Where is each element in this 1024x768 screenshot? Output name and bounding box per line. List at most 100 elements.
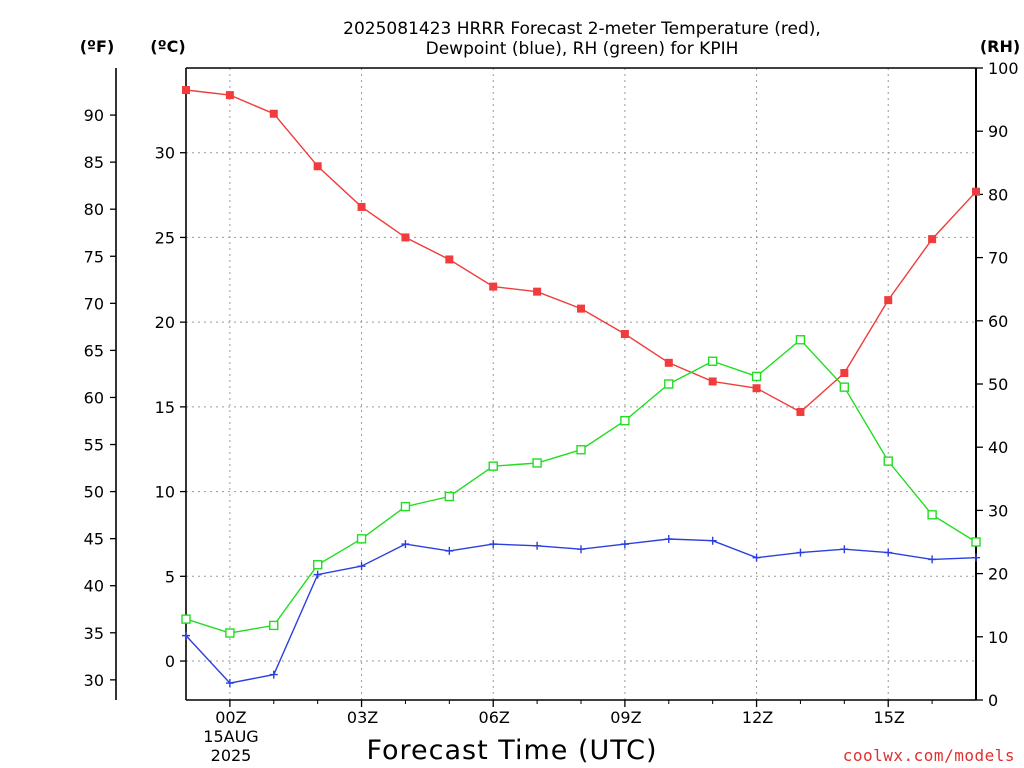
temperature-series bbox=[182, 86, 980, 416]
x-tick-label: 09Z bbox=[610, 708, 641, 727]
temperature-point bbox=[182, 86, 190, 95]
dewpoint-point bbox=[489, 540, 498, 549]
f-tick-label: 75 bbox=[84, 247, 104, 266]
dewpoint-point bbox=[313, 570, 322, 579]
dewpoint-point bbox=[445, 546, 454, 555]
temperature-point bbox=[225, 91, 234, 100]
dewpoint-point bbox=[620, 540, 629, 549]
celsius-axis-label: (ºC) bbox=[150, 37, 185, 56]
f-tick-label: 35 bbox=[84, 624, 104, 643]
rh-tick-label: 80 bbox=[988, 185, 1008, 204]
f-tick-label: 80 bbox=[84, 200, 104, 219]
dewpoint-point bbox=[401, 540, 410, 549]
dewpoint-point bbox=[752, 553, 761, 562]
x-tick-label: 00Z bbox=[215, 708, 246, 727]
f-tick-label: 30 bbox=[84, 671, 104, 690]
f-tick-label: 90 bbox=[84, 106, 104, 125]
rh-tick-label: 30 bbox=[988, 501, 1008, 520]
dewpoint-point bbox=[225, 679, 234, 688]
c-tick-label: 20 bbox=[155, 313, 175, 332]
temperature-point bbox=[972, 187, 980, 196]
rh-point bbox=[751, 371, 762, 382]
rh-point bbox=[971, 537, 981, 547]
f-tick-label: 40 bbox=[84, 577, 104, 596]
temperature-point bbox=[357, 202, 366, 211]
rh-tick-label: 50 bbox=[988, 375, 1008, 394]
rh-point bbox=[400, 501, 411, 512]
temperature-point bbox=[884, 296, 893, 305]
x-axis-date-day: 15AUG bbox=[203, 727, 258, 746]
x-tick-label: 03Z bbox=[347, 708, 378, 727]
rh-point bbox=[576, 445, 586, 455]
dewpoint-series bbox=[182, 535, 980, 688]
dewpoint-point bbox=[269, 670, 278, 679]
rh-point bbox=[883, 456, 893, 466]
x-axis-date-year: 2025 bbox=[211, 746, 252, 765]
dewpoint-point bbox=[972, 553, 980, 562]
temperature-point bbox=[445, 255, 454, 264]
rh-point bbox=[488, 461, 498, 471]
f-tick-label: 45 bbox=[84, 530, 104, 549]
chart-title-line2: Dewpoint (blue), RH (green) for KPIH bbox=[426, 39, 739, 59]
f-tick-label: 85 bbox=[84, 153, 104, 172]
dewpoint-point bbox=[533, 541, 542, 550]
x-axis-ticks: 00Z 03Z 06Z 09Z 12Z 15Z bbox=[215, 700, 933, 727]
dewpoint-point bbox=[840, 545, 849, 554]
dewpoint-point bbox=[884, 548, 893, 557]
temperature-point bbox=[664, 358, 673, 367]
rh-tick-label: 10 bbox=[988, 628, 1008, 647]
temperature-point bbox=[489, 282, 498, 291]
rh-point bbox=[444, 491, 455, 502]
rh-tick-label: 70 bbox=[988, 249, 1008, 268]
rh-tick-label: 90 bbox=[988, 122, 1008, 141]
c-tick-label: 5 bbox=[165, 567, 175, 586]
data-series bbox=[181, 86, 981, 688]
temperature-point bbox=[269, 109, 278, 118]
rh-point bbox=[225, 628, 235, 638]
dewpoint-point bbox=[182, 631, 190, 640]
x-tick-label: 15Z bbox=[874, 708, 905, 727]
dewpoint-line bbox=[185, 538, 977, 684]
rh-point bbox=[269, 620, 279, 631]
temperature-point bbox=[928, 235, 937, 244]
temperature-point bbox=[533, 287, 542, 296]
celsius-axis-ticks: 0 5 10 15 20 25 30 bbox=[155, 144, 186, 671]
c-tick-label: 15 bbox=[155, 398, 175, 417]
rh-series bbox=[181, 335, 981, 638]
fahrenheit-axis-label: (ºF) bbox=[80, 37, 115, 56]
f-tick-label: 50 bbox=[84, 483, 104, 502]
f-tick-label: 65 bbox=[84, 341, 104, 360]
rh-axis-label: (RH) bbox=[980, 37, 1020, 56]
f-tick-label: 60 bbox=[84, 388, 104, 407]
temperature-point bbox=[620, 330, 629, 339]
rh-point bbox=[620, 415, 630, 426]
rh-tick-label: 60 bbox=[988, 312, 1008, 331]
dewpoint-point bbox=[664, 535, 673, 544]
c-tick-label: 25 bbox=[155, 228, 175, 247]
dewpoint-point bbox=[796, 548, 805, 557]
f-tick-label: 70 bbox=[84, 294, 104, 313]
dewpoint-point bbox=[357, 562, 366, 571]
rh-point bbox=[532, 458, 542, 468]
temperature-point bbox=[840, 368, 849, 377]
c-tick-label: 30 bbox=[155, 144, 175, 163]
temperature-point bbox=[313, 162, 322, 171]
x-tick-label: 12Z bbox=[742, 708, 773, 727]
temperature-line bbox=[185, 89, 977, 413]
rh-point bbox=[795, 335, 806, 345]
watermark: coolwx.com/models bbox=[843, 746, 1015, 765]
rh-tick-label: 20 bbox=[988, 565, 1008, 584]
rh-point bbox=[839, 382, 850, 392]
rh-tick-label: 100 bbox=[988, 59, 1019, 78]
x-axis-label: Forecast Time (UTC) bbox=[366, 735, 657, 766]
rh-point bbox=[356, 534, 367, 544]
rh-point bbox=[707, 356, 718, 366]
dewpoint-point bbox=[928, 555, 937, 564]
temperature-point bbox=[752, 384, 761, 393]
dewpoint-point bbox=[708, 536, 717, 545]
rh-line bbox=[185, 338, 977, 634]
rh-point bbox=[927, 510, 937, 520]
temperature-point bbox=[401, 233, 410, 242]
rh-point bbox=[312, 560, 323, 570]
